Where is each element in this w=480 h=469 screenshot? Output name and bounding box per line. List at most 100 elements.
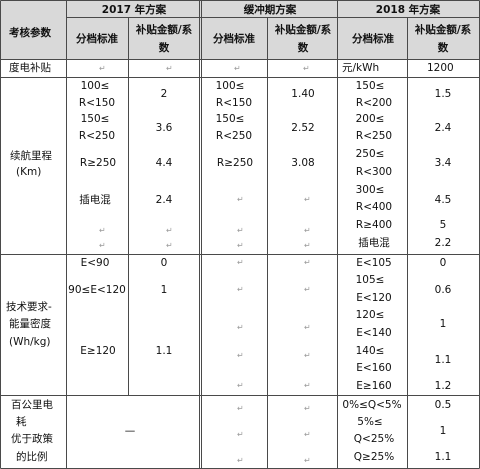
range-2017-std: R<250 — [78, 130, 116, 142]
paragraph-mark: ↵ — [237, 404, 244, 413]
range-2018-std: R≥400 — [355, 219, 393, 231]
range-buffer-val: 2.52 — [291, 122, 315, 134]
range-buffer-val: 3.08 — [291, 157, 315, 169]
row-range-label-l1: 续航里程 — [10, 150, 52, 162]
range-2018-std: 插电混 — [358, 237, 390, 249]
consumption-2018-val: 0.5 — [434, 399, 452, 411]
header-std-2018: 分档标准 — [352, 33, 394, 45]
header-std-2017: 分档标准 — [76, 33, 118, 45]
range-2017-val: 3.6 — [155, 122, 173, 134]
range-buffer-val: 1.40 — [291, 88, 315, 100]
energy-2017-std: E≥120 — [80, 345, 116, 357]
energy-2018-val: 1.1 — [434, 354, 452, 366]
row-energy-label-l1: 技术要求- — [6, 301, 52, 313]
energy-2017-std: E<90 — [80, 257, 110, 269]
energy-2018-val: 1.2 — [434, 380, 452, 392]
energy-2018-std: E<120 — [356, 292, 392, 304]
range-2018-std: 300≤ — [355, 184, 385, 196]
header-sub-buffer-l2: 数 — [297, 42, 309, 54]
range-buffer-std: R<250 — [215, 130, 253, 142]
header-sub-2018-l1: 补贴金额/系 — [414, 24, 472, 36]
range-buffer-std: R≥250 — [216, 157, 254, 169]
range-2017-val: 2.4 — [155, 194, 173, 206]
paragraph-mark: ↵ — [304, 351, 311, 360]
range-2018-std: R<400 — [355, 201, 393, 213]
paragraph-mark: ↵ — [304, 285, 311, 294]
paragraph-mark: ↵ — [99, 226, 106, 235]
paragraph-mark: ↵ — [237, 456, 244, 465]
energy-2018-val: 0.6 — [434, 284, 452, 296]
paragraph-mark: ↵ — [166, 64, 173, 73]
consumption-2018-std: 0%≤Q<5% — [342, 399, 402, 411]
header-sub-2017-l2: 数 — [158, 42, 170, 54]
consumption-2018-val: 1 — [439, 425, 447, 437]
paragraph-mark: ↵ — [237, 430, 244, 439]
row-consumption-label-l4: 的比例 — [16, 451, 48, 463]
row-consumption-label-l1: 百公里电 — [11, 399, 53, 411]
paragraph-mark: ↵ — [304, 456, 311, 465]
header-sub-buffer-l1: 补贴金额/系 — [274, 24, 332, 36]
range-2018-val: 5 — [439, 219, 447, 231]
paragraph-mark: ↵ — [237, 195, 244, 204]
paragraph-mark: ↵ — [237, 285, 244, 294]
range-2017-std: R≥250 — [79, 157, 117, 169]
range-2018-std: 150≤ — [355, 80, 385, 92]
row-charge-unit: 元/kWh — [342, 62, 380, 74]
paragraph-mark: ↵ — [304, 381, 311, 390]
range-2018-std: R<300 — [355, 166, 393, 178]
energy-2018-std: 140≤ — [355, 345, 385, 357]
energy-2017-val: 1 — [160, 284, 168, 296]
header-2017: 2017 年方案 — [101, 4, 167, 16]
range-2017-val: 2 — [160, 88, 168, 100]
range-2018-std: 200≤ — [355, 113, 385, 125]
range-2018-val: 2.2 — [434, 237, 452, 249]
range-2017-val: 4.4 — [155, 157, 173, 169]
row-energy-label-l3: (Wh/kg) — [9, 336, 51, 348]
header-buffer: 缓冲期方案 — [243, 4, 297, 16]
range-2017-std: R<150 — [78, 97, 116, 109]
row-consumption-label-l2: 耗 — [16, 416, 27, 428]
row-charge-label: 度电补贴 — [9, 62, 51, 74]
paragraph-mark: ↵ — [237, 381, 244, 390]
range-2018-std: R<250 — [355, 130, 393, 142]
paragraph-mark: ↵ — [99, 64, 106, 73]
consumption-2018-val: 1.1 — [434, 451, 452, 463]
header-2018: 2018 年方案 — [375, 4, 441, 16]
header-sub-2017-l1: 补贴金额/系 — [135, 24, 193, 36]
energy-2017-val: 1.1 — [155, 345, 173, 357]
range-2017-std: 150≤ — [80, 113, 110, 125]
energy-2017-std: 90≤E<120 — [68, 284, 126, 296]
row-charge-value: 1200 — [427, 62, 454, 74]
energy-2018-std: E<140 — [356, 327, 392, 339]
paragraph-mark: ↵ — [166, 241, 173, 250]
paragraph-mark: ↵ — [304, 404, 311, 413]
energy-2018-val: 0 — [439, 257, 447, 269]
range-2018-val: 4.5 — [434, 194, 452, 206]
consumption-2018-std: Q<25% — [353, 433, 395, 445]
energy-2018-std: E<160 — [356, 362, 392, 374]
paragraph-mark: ↵ — [166, 226, 173, 235]
paragraph-mark: ↵ — [237, 226, 244, 235]
range-buffer-std: R<150 — [215, 97, 253, 109]
consumption-2018-std: 5%≤ — [357, 416, 383, 428]
paragraph-mark: ↵ — [237, 241, 244, 250]
energy-2018-val: 1 — [439, 318, 447, 330]
energy-2018-std: E≥160 — [356, 380, 392, 392]
range-buffer-std: 150≤ — [215, 113, 245, 125]
energy-2018-std: 120≤ — [355, 309, 385, 321]
range-buffer-std: 100≤ — [215, 80, 245, 92]
paragraph-mark: ↵ — [99, 241, 106, 250]
range-2018-val: 3.4 — [434, 157, 452, 169]
paragraph-mark: ↵ — [237, 351, 244, 360]
consumption-2017-dash: — — [124, 425, 136, 437]
range-2017-std: 插电混 — [79, 194, 111, 206]
energy-2018-std: 105≤ — [355, 274, 385, 286]
row-consumption-label-l3: 优于政策 — [11, 433, 53, 445]
paragraph-mark: ↵ — [304, 430, 311, 439]
energy-2017-val: 0 — [160, 257, 168, 269]
consumption-2018-std: Q≥25% — [353, 451, 395, 463]
paragraph-mark: ↵ — [304, 258, 311, 267]
paragraph-mark: ↵ — [304, 241, 311, 250]
